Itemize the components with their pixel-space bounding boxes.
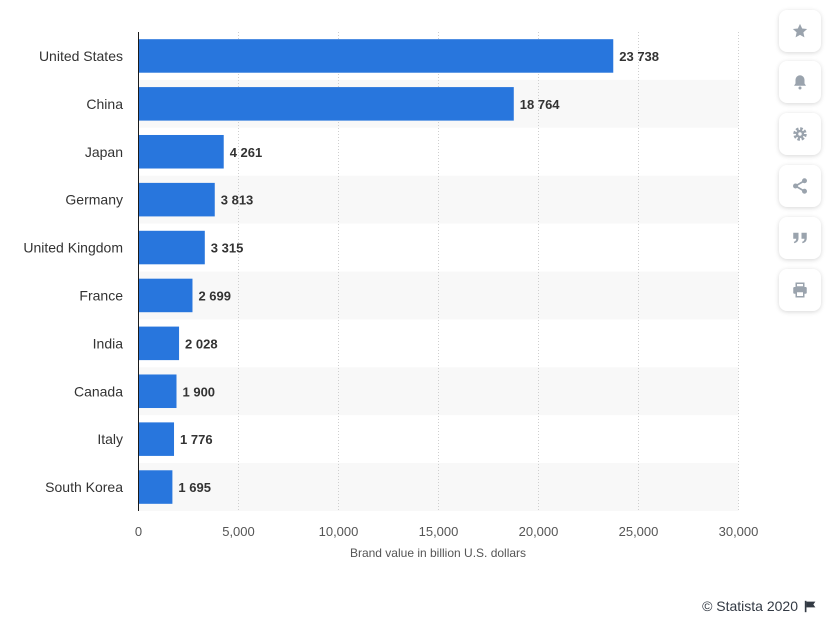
star-icon	[792, 23, 808, 38]
notification-button[interactable]	[779, 61, 821, 103]
value-label: 2 699	[198, 288, 231, 303]
value-label: 4 261	[230, 145, 263, 160]
bell-icon	[794, 75, 806, 90]
print-button[interactable]	[779, 269, 821, 311]
value-label: 23 738	[619, 49, 659, 64]
bar[interactable]	[138, 278, 193, 313]
x-tick-label: 30,000	[719, 524, 759, 539]
quote-icon	[793, 232, 807, 244]
x-axis-title: Brand value in billion U.S. dollars	[350, 546, 526, 560]
bars	[138, 39, 614, 504]
print-icon	[793, 282, 807, 298]
x-tick-label: 15,000	[419, 524, 459, 539]
statista-credit[interactable]: © Statista 2020	[702, 598, 817, 614]
flag-icon	[804, 600, 816, 612]
gear-icon	[793, 127, 807, 141]
bar[interactable]	[138, 326, 180, 361]
value-label: 1 776	[180, 432, 213, 447]
category-label: South Korea	[45, 479, 123, 495]
x-tick-label: 5,000	[222, 524, 255, 539]
bar[interactable]	[138, 182, 215, 217]
credit-text: © Statista 2020	[702, 598, 798, 614]
cite-button[interactable]	[779, 217, 821, 259]
category-label: United States	[39, 48, 123, 64]
bar[interactable]	[138, 230, 205, 265]
bar[interactable]	[138, 470, 173, 504]
bar[interactable]	[138, 134, 224, 169]
value-label: 3 813	[221, 193, 254, 208]
category-label: Italy	[97, 431, 123, 447]
share-icon	[793, 178, 807, 194]
category-label: Japan	[85, 144, 123, 160]
bar[interactable]	[138, 39, 614, 73]
x-tick-label: 20,000	[519, 524, 559, 539]
x-tick-labels: 0 5,000 10,000 15,000 20,000 25,000 30,000	[135, 524, 759, 539]
x-tick-label: 10,000	[319, 524, 359, 539]
category-labels: United States China Japan Germany United Kin…	[23, 48, 123, 495]
category-label: Canada	[74, 383, 123, 399]
category-label: India	[93, 335, 124, 351]
value-labels: 23 738 18 764 4 261 3 813 3 315 2 699 2 028 1 9…	[178, 49, 659, 495]
category-label: United Kingdom	[23, 240, 123, 256]
bar[interactable]	[138, 87, 514, 121]
value-label: 1 900	[183, 384, 216, 399]
x-tick-label: 25,000	[619, 524, 659, 539]
category-label: Germany	[65, 192, 123, 208]
value-label: 3 315	[211, 241, 244, 256]
gridlines	[238, 32, 739, 511]
bar[interactable]	[138, 374, 177, 409]
bar[interactable]	[138, 422, 175, 456]
share-button[interactable]	[779, 165, 821, 207]
settings-button[interactable]	[779, 113, 821, 155]
value-label: 18 764	[520, 97, 561, 112]
category-label: China	[86, 96, 123, 112]
x-tick-label: 0	[135, 524, 142, 539]
category-label: France	[79, 287, 123, 303]
value-label: 1 695	[178, 480, 211, 495]
favorite-button[interactable]	[779, 10, 821, 52]
value-label: 2 028	[185, 336, 218, 351]
